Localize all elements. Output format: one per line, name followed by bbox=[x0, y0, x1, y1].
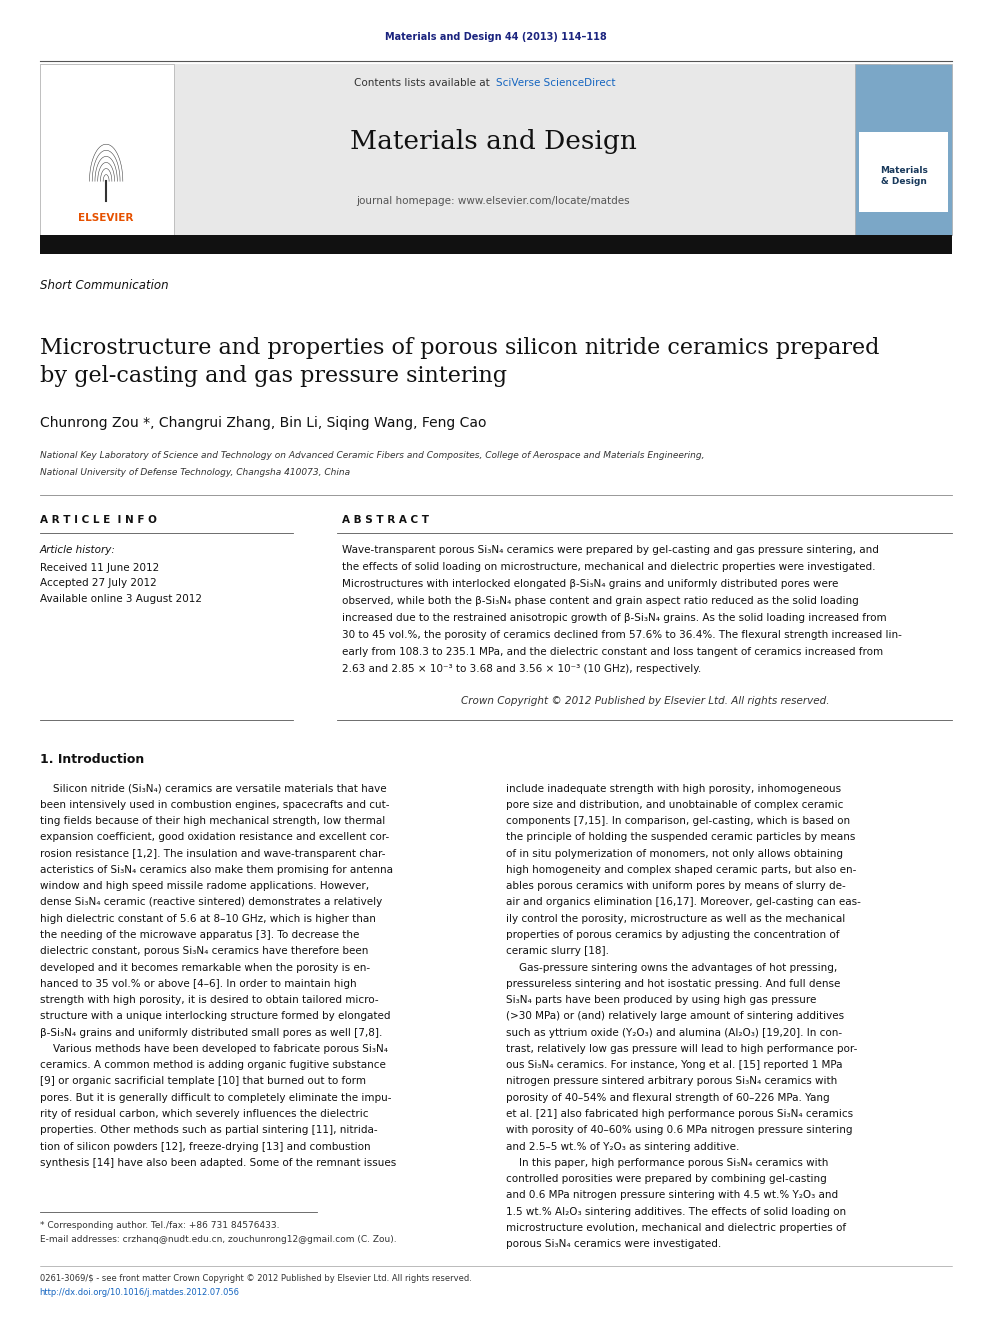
Bar bbox=[40, 64, 891, 235]
Text: such as yttrium oxide (Y₂O₃) and alumina (Al₂O₃) [19,20]. In con-: such as yttrium oxide (Y₂O₃) and alumina… bbox=[506, 1028, 842, 1037]
Text: porous Si₃N₄ ceramics were investigated.: porous Si₃N₄ ceramics were investigated. bbox=[506, 1240, 721, 1249]
Text: high dielectric constant of 5.6 at 8–10 GHz, which is higher than: high dielectric constant of 5.6 at 8–10 … bbox=[40, 914, 376, 923]
Text: the needing of the microwave apparatus [3]. To decrease the: the needing of the microwave apparatus [… bbox=[40, 930, 359, 939]
Text: Materials
& Design: Materials & Design bbox=[880, 167, 928, 185]
Text: Microstructure and properties of porous silicon nitride ceramics prepared
by gel: Microstructure and properties of porous … bbox=[40, 337, 879, 388]
Text: structure with a unique interlocking structure formed by elongated: structure with a unique interlocking str… bbox=[40, 1011, 390, 1021]
Text: (>30 MPa) or (and) relatively large amount of sintering additives: (>30 MPa) or (and) relatively large amou… bbox=[506, 1011, 844, 1021]
Text: pores. But it is generally difficult to completely eliminate the impu-: pores. But it is generally difficult to … bbox=[40, 1093, 391, 1102]
Text: 1. Introduction: 1. Introduction bbox=[40, 753, 144, 766]
Text: Wave-transparent porous Si₃N₄ ceramics were prepared by gel-casting and gas pres: Wave-transparent porous Si₃N₄ ceramics w… bbox=[342, 545, 879, 556]
Text: Contents lists available at: Contents lists available at bbox=[354, 78, 493, 89]
Text: ceramics. A common method is adding organic fugitive substance: ceramics. A common method is adding orga… bbox=[40, 1060, 386, 1070]
Text: E-mail addresses: crzhanq@nudt.edu.cn, zouchunrong12@gmail.com (C. Zou).: E-mail addresses: crzhanq@nudt.edu.cn, z… bbox=[40, 1236, 397, 1244]
Text: journal homepage: www.elsevier.com/locate/matdes: journal homepage: www.elsevier.com/locat… bbox=[356, 196, 630, 206]
Text: pore size and distribution, and unobtainable of complex ceramic: pore size and distribution, and unobtain… bbox=[506, 800, 843, 810]
Text: acteristics of Si₃N₄ ceramics also make them promising for antenna: acteristics of Si₃N₄ ceramics also make … bbox=[40, 865, 393, 875]
Text: trast, relatively low gas pressure will lead to high performance por-: trast, relatively low gas pressure will … bbox=[506, 1044, 857, 1054]
Text: Microstructures with interlocked elongated β-Si₃N₄ grains and uniformly distribu: Microstructures with interlocked elongat… bbox=[342, 579, 838, 589]
Text: and 0.6 MPa nitrogen pressure sintering with 4.5 wt.% Y₂O₃ and: and 0.6 MPa nitrogen pressure sintering … bbox=[506, 1191, 838, 1200]
Text: ELSEVIER: ELSEVIER bbox=[78, 213, 134, 224]
Text: SciVerse ScienceDirect: SciVerse ScienceDirect bbox=[496, 78, 615, 89]
Text: 1.5 wt.% Al₂O₃ sintering additives. The effects of solid loading on: 1.5 wt.% Al₂O₃ sintering additives. The … bbox=[506, 1207, 846, 1217]
Text: increased due to the restrained anisotropic growth of β-Si₃N₄ grains. As the sol: increased due to the restrained anisotro… bbox=[342, 613, 887, 623]
Text: http://dx.doi.org/10.1016/j.matdes.2012.07.056: http://dx.doi.org/10.1016/j.matdes.2012.… bbox=[40, 1289, 240, 1297]
Text: 30 to 45 vol.%, the porosity of ceramics declined from 57.6% to 36.4%. The flexu: 30 to 45 vol.%, the porosity of ceramics… bbox=[342, 630, 902, 640]
Text: synthesis [14] have also been adapted. Some of the remnant issues: synthesis [14] have also been adapted. S… bbox=[40, 1158, 396, 1168]
Text: hanced to 35 vol.% or above [4–6]. In order to maintain high: hanced to 35 vol.% or above [4–6]. In or… bbox=[40, 979, 356, 988]
Text: In this paper, high performance porous Si₃N₄ ceramics with: In this paper, high performance porous S… bbox=[506, 1158, 828, 1168]
Text: et al. [21] also fabricated high performance porous Si₃N₄ ceramics: et al. [21] also fabricated high perform… bbox=[506, 1109, 853, 1119]
Text: air and organics elimination [16,17]. Moreover, gel-casting can eas-: air and organics elimination [16,17]. Mo… bbox=[506, 897, 861, 908]
Text: the principle of holding the suspended ceramic particles by means: the principle of holding the suspended c… bbox=[506, 832, 855, 843]
Text: Chunrong Zou *, Changrui Zhang, Bin Li, Siqing Wang, Feng Cao: Chunrong Zou *, Changrui Zhang, Bin Li, … bbox=[40, 417, 486, 430]
Text: with porosity of 40–60% using 0.6 MPa nitrogen pressure sintering: with porosity of 40–60% using 0.6 MPa ni… bbox=[506, 1126, 852, 1135]
Text: properties of porous ceramics by adjusting the concentration of: properties of porous ceramics by adjusti… bbox=[506, 930, 839, 939]
Text: ily control the porosity, microstructure as well as the mechanical: ily control the porosity, microstructure… bbox=[506, 914, 845, 923]
Text: Crown Copyright © 2012 Published by Elsevier Ltd. All rights reserved.: Crown Copyright © 2012 Published by Else… bbox=[460, 696, 829, 706]
Text: been intensively used in combustion engines, spacecrafts and cut-: been intensively used in combustion engi… bbox=[40, 800, 389, 810]
Text: porosity of 40–54% and flexural strength of 60–226 MPa. Yang: porosity of 40–54% and flexural strength… bbox=[506, 1093, 829, 1102]
Text: components [7,15]. In comparison, gel-casting, which is based on: components [7,15]. In comparison, gel-ca… bbox=[506, 816, 850, 826]
Text: National University of Defense Technology, Changsha 410073, China: National University of Defense Technolog… bbox=[40, 468, 350, 476]
Text: Materials and Design: Materials and Design bbox=[349, 130, 637, 153]
Text: early from 108.3 to 235.1 MPa, and the dielectric constant and loss tangent of c: early from 108.3 to 235.1 MPa, and the d… bbox=[342, 647, 883, 658]
Text: pressureless sintering and hot isostatic pressing. And full dense: pressureless sintering and hot isostatic… bbox=[506, 979, 840, 988]
Text: controlled porosities were prepared by combining gel-casting: controlled porosities were prepared by c… bbox=[506, 1174, 826, 1184]
Text: rity of residual carbon, which severely influences the dielectric: rity of residual carbon, which severely … bbox=[40, 1109, 368, 1119]
Text: Various methods have been developed to fabricate porous Si₃N₄: Various methods have been developed to f… bbox=[40, 1044, 388, 1054]
Bar bbox=[855, 64, 952, 235]
Text: ceramic slurry [18].: ceramic slurry [18]. bbox=[506, 946, 609, 957]
Text: expansion coefficient, good oxidation resistance and excellent cor-: expansion coefficient, good oxidation re… bbox=[40, 832, 389, 843]
Bar bbox=[859, 132, 948, 212]
Text: Si₃N₄ parts have been produced by using high gas pressure: Si₃N₄ parts have been produced by using … bbox=[506, 995, 816, 1005]
Text: Materials and Design 44 (2013) 114–118: Materials and Design 44 (2013) 114–118 bbox=[385, 32, 607, 42]
Bar bbox=[40, 235, 952, 254]
Text: microstructure evolution, mechanical and dielectric properties of: microstructure evolution, mechanical and… bbox=[506, 1222, 846, 1233]
Text: dense Si₃N₄ ceramic (reactive sintered) demonstrates a relatively: dense Si₃N₄ ceramic (reactive sintered) … bbox=[40, 897, 382, 908]
Text: developed and it becomes remarkable when the porosity is en-: developed and it becomes remarkable when… bbox=[40, 963, 370, 972]
Text: and 2.5–5 wt.% of Y₂O₃ as sintering additive.: and 2.5–5 wt.% of Y₂O₃ as sintering addi… bbox=[506, 1142, 739, 1151]
Text: ting fields because of their high mechanical strength, low thermal: ting fields because of their high mechan… bbox=[40, 816, 385, 826]
Bar bbox=[40, 64, 174, 235]
Text: window and high speed missile radome applications. However,: window and high speed missile radome app… bbox=[40, 881, 369, 892]
Text: Gas-pressure sintering owns the advantages of hot pressing,: Gas-pressure sintering owns the advantag… bbox=[506, 963, 837, 972]
Text: 0261-3069/$ - see front matter Crown Copyright © 2012 Published by Elsevier Ltd.: 0261-3069/$ - see front matter Crown Cop… bbox=[40, 1274, 471, 1282]
Text: include inadequate strength with high porosity, inhomogeneous: include inadequate strength with high po… bbox=[506, 783, 841, 794]
Text: strength with high porosity, it is desired to obtain tailored micro-: strength with high porosity, it is desir… bbox=[40, 995, 378, 1005]
Text: ous Si₃N₄ ceramics. For instance, Yong et al. [15] reported 1 MPa: ous Si₃N₄ ceramics. For instance, Yong e… bbox=[506, 1060, 842, 1070]
Text: nitrogen pressure sintered arbitrary porous Si₃N₄ ceramics with: nitrogen pressure sintered arbitrary por… bbox=[506, 1077, 837, 1086]
Text: β-Si₃N₄ grains and uniformly distributed small pores as well [7,8].: β-Si₃N₄ grains and uniformly distributed… bbox=[40, 1028, 382, 1037]
Text: Received 11 June 2012: Received 11 June 2012 bbox=[40, 562, 159, 573]
Text: properties. Other methods such as partial sintering [11], nitrida-: properties. Other methods such as partia… bbox=[40, 1126, 377, 1135]
Text: observed, while both the β-Si₃N₄ phase content and grain aspect ratio reduced as: observed, while both the β-Si₃N₄ phase c… bbox=[342, 597, 859, 606]
Text: Accepted 27 July 2012: Accepted 27 July 2012 bbox=[40, 578, 157, 589]
Text: 2.63 and 2.85 × 10⁻³ to 3.68 and 3.56 × 10⁻³ (10 GHz), respectively.: 2.63 and 2.85 × 10⁻³ to 3.68 and 3.56 × … bbox=[342, 664, 701, 673]
Text: Short Communication: Short Communication bbox=[40, 279, 169, 292]
Text: Article history:: Article history: bbox=[40, 545, 115, 556]
Text: high homogeneity and complex shaped ceramic parts, but also en-: high homogeneity and complex shaped cera… bbox=[506, 865, 856, 875]
Text: * Corresponding author. Tel./fax: +86 731 84576433.: * Corresponding author. Tel./fax: +86 73… bbox=[40, 1221, 279, 1229]
Text: A B S T R A C T: A B S T R A C T bbox=[342, 515, 430, 525]
Text: [9] or organic sacrificial template [10] that burned out to form: [9] or organic sacrificial template [10]… bbox=[40, 1077, 366, 1086]
Text: Available online 3 August 2012: Available online 3 August 2012 bbox=[40, 594, 201, 605]
Text: A R T I C L E  I N F O: A R T I C L E I N F O bbox=[40, 515, 157, 525]
Text: ables porous ceramics with uniform pores by means of slurry de-: ables porous ceramics with uniform pores… bbox=[506, 881, 845, 892]
Text: dielectric constant, porous Si₃N₄ ceramics have therefore been: dielectric constant, porous Si₃N₄ cerami… bbox=[40, 946, 368, 957]
Text: of in situ polymerization of monomers, not only allows obtaining: of in situ polymerization of monomers, n… bbox=[506, 848, 843, 859]
Text: tion of silicon powders [12], freeze-drying [13] and combustion: tion of silicon powders [12], freeze-dry… bbox=[40, 1142, 370, 1151]
Text: Silicon nitride (Si₃N₄) ceramics are versatile materials that have: Silicon nitride (Si₃N₄) ceramics are ver… bbox=[40, 783, 386, 794]
Text: National Key Laboratory of Science and Technology on Advanced Ceramic Fibers and: National Key Laboratory of Science and T… bbox=[40, 451, 704, 459]
Text: rosion resistance [1,2]. The insulation and wave-transparent char-: rosion resistance [1,2]. The insulation … bbox=[40, 848, 385, 859]
Text: the effects of solid loading on microstructure, mechanical and dielectric proper: the effects of solid loading on microstr… bbox=[342, 562, 876, 573]
